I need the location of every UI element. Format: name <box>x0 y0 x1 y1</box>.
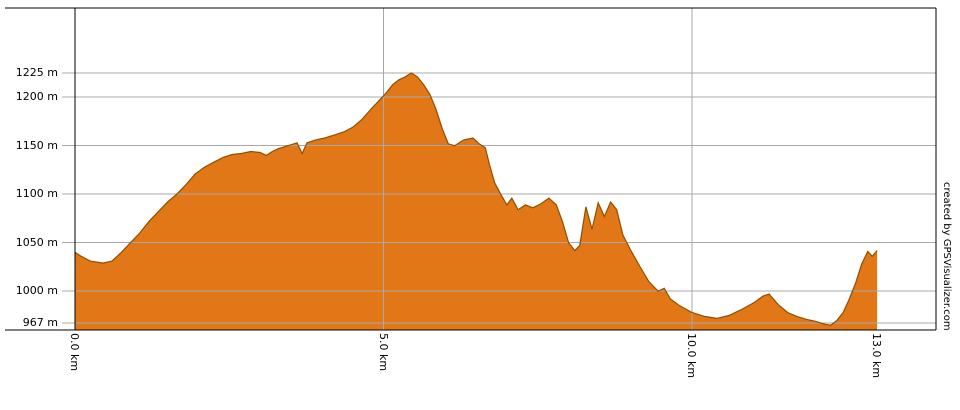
elevation-area <box>75 73 878 330</box>
credit-text: created by GPSVisualizer.com <box>941 182 952 331</box>
v-gridlines <box>383 8 693 330</box>
axes-frame <box>5 7 937 331</box>
elevation-line <box>74 72 878 326</box>
h-gridlines <box>62 72 936 324</box>
